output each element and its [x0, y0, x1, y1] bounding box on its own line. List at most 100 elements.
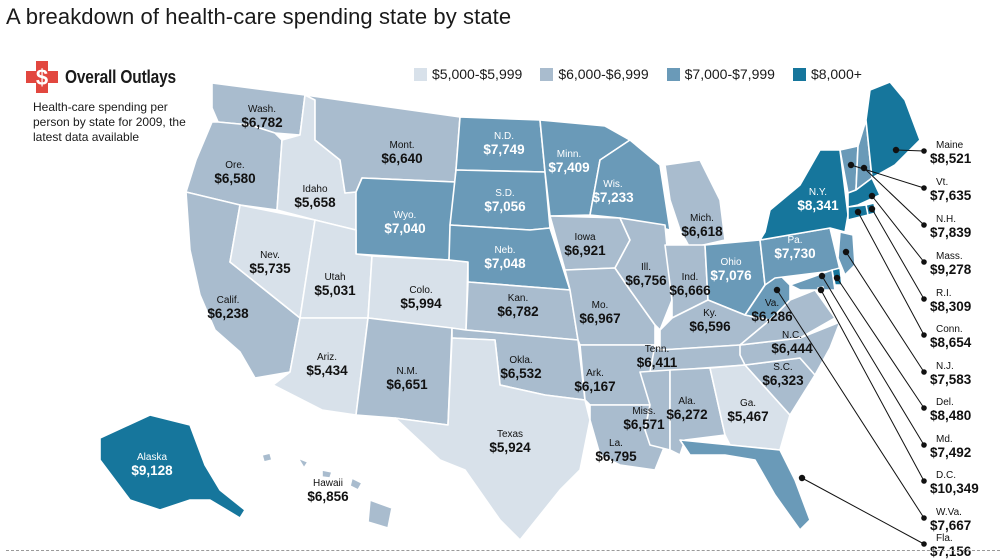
- state-name: N.D.: [494, 131, 514, 142]
- leader-dot: [773, 286, 781, 294]
- state-name: Ky.: [703, 308, 717, 319]
- callout-md: Md.$7,492: [818, 272, 971, 460]
- leader-dot: [847, 161, 855, 169]
- footer-divider: [6, 550, 1000, 551]
- state-name: Nev.: [260, 250, 280, 261]
- state-value: $5,434: [306, 363, 348, 378]
- state-label-ak: Alaska$9,128: [131, 452, 173, 478]
- leader-line: [863, 167, 925, 226]
- state-label-al: Ala.$6,272: [666, 396, 707, 422]
- state-name: S.D.: [495, 188, 514, 199]
- state-value: $6,666: [669, 283, 711, 298]
- state-label-ny: N.Y.$8,341: [797, 187, 839, 213]
- leader-line: [857, 211, 925, 336]
- state-ny: [759, 149, 849, 241]
- state-value: $7,040: [384, 221, 425, 236]
- leader-line: [776, 289, 925, 519]
- state-value: $8,341: [797, 198, 839, 213]
- state-name: Tenn.: [645, 344, 669, 355]
- state-name: N.J.: [936, 361, 954, 372]
- legend-swatch: [666, 67, 680, 81]
- legend-swatch: [792, 67, 806, 81]
- state-value: $6,651: [386, 377, 428, 392]
- leader-dot: [921, 185, 927, 191]
- state-name: Kan.: [508, 293, 529, 304]
- leader-dot: [921, 515, 927, 521]
- brand-logo-shape: [26, 61, 58, 93]
- state-value: $8,521: [930, 151, 972, 166]
- state-name: S.C.: [773, 362, 792, 373]
- leader-line: [836, 277, 925, 409]
- state-value: $6,286: [751, 309, 793, 324]
- state-name: La.: [609, 438, 623, 449]
- state-label-ks: Kan.$6,782: [497, 293, 538, 319]
- state-name: Conn.: [936, 324, 963, 335]
- leader-dot: [921, 405, 927, 411]
- state-label-oh: Ohio$7,076: [710, 257, 752, 283]
- callouts: Maine$8,521Vt.$7,635N.H.$7,839Mass.$9,27…: [773, 140, 979, 559]
- leader-dot: [921, 148, 927, 154]
- state-label-ne: Neb.$7,048: [484, 245, 526, 271]
- callout-ri: R.I.$8,309: [868, 205, 971, 314]
- leader-dot: [921, 332, 927, 338]
- state-label-nc: N.C.$6,444: [771, 330, 813, 356]
- brand-header: $ Overall Outlays: [25, 60, 194, 94]
- state-hi: [261, 452, 393, 529]
- dollar-cross-icon: $: [26, 61, 58, 93]
- leader-dot: [854, 208, 862, 216]
- state-value: $8,654: [930, 335, 972, 350]
- state-value: $5,994: [400, 296, 442, 311]
- state-fl: [679, 439, 811, 531]
- state-label-az: Ariz.$5,434: [306, 352, 348, 378]
- legend: $5,000-$5,999 $6,000-$6,999 $7,000-$7,99…: [414, 66, 862, 82]
- state-value: $7,076: [710, 268, 752, 283]
- state-name: Ill.: [641, 262, 651, 273]
- state-name: Miss.: [632, 406, 655, 417]
- state-name: Calif.: [217, 295, 240, 306]
- leader-dot: [817, 286, 825, 294]
- state-value: $7,583: [930, 372, 972, 387]
- state-name: Idaho: [302, 184, 327, 195]
- callout-ma: Mass.$9,278: [868, 192, 972, 277]
- state-label-la: La.$6,795: [595, 438, 637, 464]
- state-value: $7,749: [483, 142, 524, 157]
- state-value: $7,492: [930, 445, 971, 460]
- state-name: Colo.: [409, 285, 432, 296]
- state-value: $7,635: [930, 188, 972, 203]
- state-label-tx: Texas$5,924: [489, 429, 531, 455]
- state-value: $7,667: [930, 518, 971, 533]
- callout-de: Del.$8,480: [833, 274, 971, 423]
- state-shapes: [99, 81, 921, 541]
- state-value: $5,735: [249, 261, 291, 276]
- state-value: $6,756: [625, 273, 667, 288]
- brand-title: Overall Outlays: [65, 66, 177, 87]
- state-label-wa: Wash.$6,782: [241, 104, 282, 130]
- state-name: Ore.: [225, 160, 244, 171]
- state-label-nm: N.M.$6,651: [386, 366, 428, 392]
- state-name: N.H.: [936, 214, 956, 225]
- state-value: $6,167: [574, 379, 615, 394]
- state-name: Alaska: [137, 452, 167, 463]
- state-value: $6,782: [241, 115, 282, 130]
- leader-line: [801, 477, 925, 545]
- state-label-ms: Miss.$6,571: [623, 406, 665, 432]
- state-value: $6,856: [307, 489, 349, 504]
- subtitle: Health-care spending per person by state…: [33, 100, 186, 144]
- legend-item-tier-4: $8,000+: [792, 66, 862, 82]
- state-value: $6,618: [681, 224, 723, 239]
- state-value: $9,128: [131, 463, 173, 478]
- state-name: Ark.: [586, 368, 604, 379]
- state-value: $6,921: [564, 243, 606, 258]
- state-wi: [589, 139, 671, 231]
- state-label-pa: Pa.$7,730: [774, 235, 815, 261]
- state-label-ut: Utah$5,031: [314, 272, 356, 298]
- state-value: $7,409: [548, 160, 589, 175]
- state-label-mt: Mont.$6,640: [381, 140, 422, 166]
- state-value: $6,238: [207, 306, 249, 321]
- leader-dot: [842, 248, 850, 256]
- state-name: Mo.: [592, 300, 609, 311]
- legend-item-tier-1: $5,000-$5,999: [414, 66, 522, 82]
- state-name: Texas: [497, 429, 523, 440]
- leader-dot: [921, 541, 927, 547]
- state-nc: [739, 321, 841, 376]
